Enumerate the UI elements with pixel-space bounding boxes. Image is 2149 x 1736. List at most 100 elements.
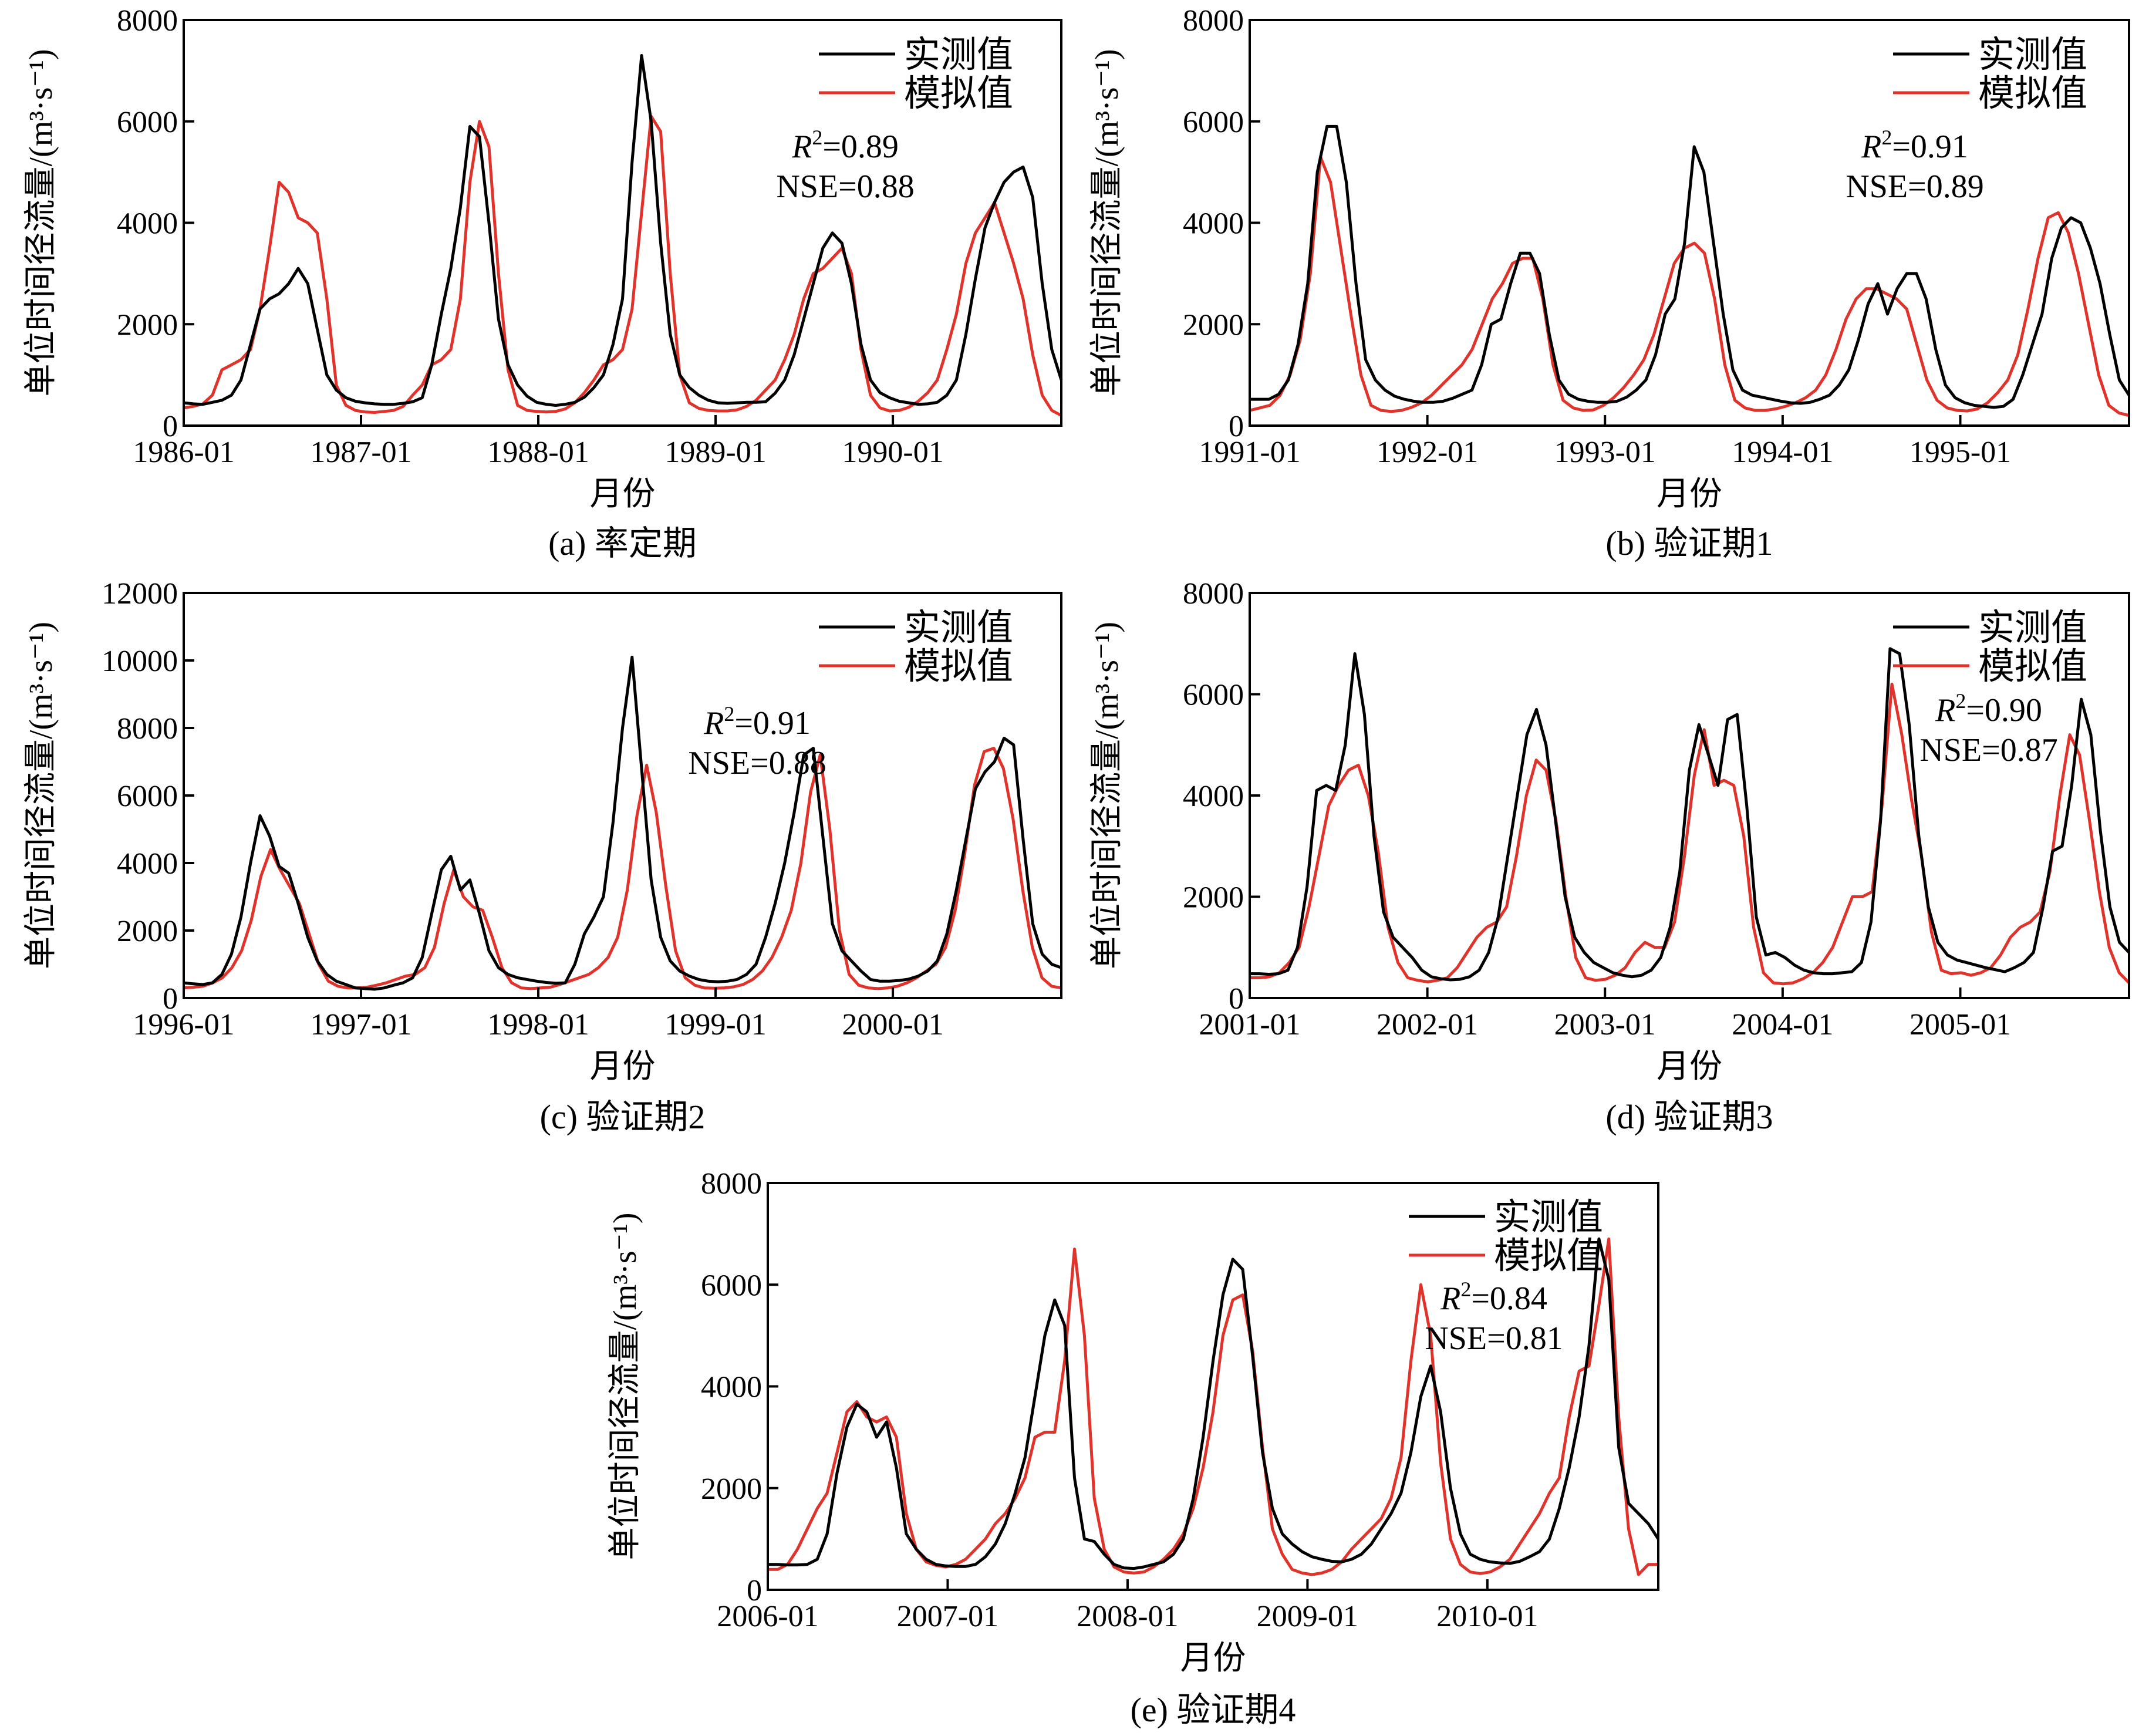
legend-simulated-label: 模拟值 xyxy=(1494,1236,1603,1276)
x-tick-label: 1997-01 xyxy=(310,1008,411,1041)
observed-series-line xyxy=(1250,124,2131,409)
y-tick-label: 10000 xyxy=(102,645,178,678)
legend-simulated-label: 模拟值 xyxy=(1978,74,2087,114)
x-tick-label: 1986-01 xyxy=(133,436,234,469)
observed-series-line xyxy=(768,1237,1660,1570)
x-tick-label: 2005-01 xyxy=(1910,1008,2011,1041)
x-tick-label: 1989-01 xyxy=(664,436,766,469)
y-tick-label: 0 xyxy=(163,410,178,443)
x-tick-label: 1991-01 xyxy=(1199,436,1300,469)
observed-series-line xyxy=(183,655,1062,991)
y-tick-label: 6000 xyxy=(701,1269,762,1302)
y-tick-label: 6000 xyxy=(117,780,178,813)
legend-simulated-label: 模拟值 xyxy=(1978,647,2087,687)
nse-annotation: NSE=0.89 xyxy=(1846,168,1983,205)
chart-panel-3: 0 2000 4000 6000 8000 10000 12000 1996-01 1997-0… xyxy=(23,577,1062,1136)
x-tick-label: 2002-01 xyxy=(1377,1008,1478,1041)
y-tick-label: 2000 xyxy=(117,915,178,948)
y-tick-label: 4000 xyxy=(117,207,178,241)
x-tick-label: 1987-01 xyxy=(310,436,411,469)
y-tick-label: 8000 xyxy=(117,712,178,746)
x-axis-label: 月份 xyxy=(1657,476,1722,513)
panel-caption: (d) 验证期3 xyxy=(1605,1098,1773,1136)
y-tick-label: 2000 xyxy=(1183,881,1244,915)
y-tick-label: 12000 xyxy=(102,577,178,611)
x-tick-label: 2001-01 xyxy=(1199,1008,1300,1041)
nse-annotation: NSE=0.81 xyxy=(1425,1320,1563,1357)
y-tick-label: 4000 xyxy=(1183,207,1244,241)
x-tick-label: 1993-01 xyxy=(1554,436,1656,469)
legend-observed-label: 实测值 xyxy=(1494,1198,1603,1238)
y-tick-label: 0 xyxy=(747,1574,762,1607)
y-tick-label: 4000 xyxy=(1183,780,1244,813)
y-axis-label: 单位时间径流量/(m³·s⁻¹) xyxy=(23,49,59,397)
chart-panel-1: 0 2000 4000 6000 8000 1986-01 1987-01 1988-01 19… xyxy=(23,4,1063,562)
y-tick-label: 6000 xyxy=(1183,106,1244,139)
legend-observed-label: 实测值 xyxy=(904,608,1013,648)
y-tick-label: 6000 xyxy=(117,106,178,139)
legend-observed-label: 实测值 xyxy=(1978,608,2087,648)
x-tick-label: 2004-01 xyxy=(1732,1008,1833,1041)
panel-caption: (a) 率定期 xyxy=(548,524,697,562)
x-tick-label: 2006-01 xyxy=(717,1600,818,1633)
x-tick-label: 2003-01 xyxy=(1554,1008,1656,1041)
x-tick-label: 2009-01 xyxy=(1257,1600,1358,1633)
legend-observed-label: 实测值 xyxy=(904,35,1013,75)
y-tick-label: 0 xyxy=(1229,410,1244,443)
y-tick-label: 2000 xyxy=(1183,308,1244,342)
chart-panel-5: 0 2000 4000 6000 8000 2006-01 2007-01 2008-01 20… xyxy=(607,1167,1660,1729)
x-tick-label: 2008-01 xyxy=(1077,1600,1178,1633)
y-tick-label: 8000 xyxy=(117,4,178,38)
simulated-series-line xyxy=(1250,682,2130,986)
nse-annotation: NSE=0.88 xyxy=(776,168,914,205)
y-tick-label: 8000 xyxy=(1183,4,1244,38)
y-tick-label: 0 xyxy=(1229,982,1244,1016)
y-tick-label: 4000 xyxy=(117,847,178,881)
y-tick-label: 4000 xyxy=(701,1371,762,1404)
y-tick-label: 6000 xyxy=(1183,679,1244,712)
x-tick-label: 1998-01 xyxy=(487,1008,589,1041)
y-tick-label: 0 xyxy=(163,982,178,1016)
y-tick-label: 2000 xyxy=(701,1472,762,1506)
r2-annotation: R2=0.91 xyxy=(703,702,811,741)
x-tick-label: 1990-01 xyxy=(842,436,943,469)
simulated-series-line xyxy=(183,114,1062,417)
r2-annotation: R2=0.84 xyxy=(1440,1277,1547,1317)
x-tick-label: 2010-01 xyxy=(1436,1600,1538,1633)
panel-caption: (b) 验证期1 xyxy=(1605,524,1773,562)
observed-series-line xyxy=(183,54,1063,407)
x-tick-label: 2007-01 xyxy=(897,1600,998,1633)
y-tick-label: 8000 xyxy=(701,1167,762,1201)
legend-observed-label: 实测值 xyxy=(1978,35,2087,75)
r2-annotation: R2=0.89 xyxy=(791,126,899,165)
panel-caption: (c) 验证期2 xyxy=(540,1098,706,1136)
y-tick-label: 2000 xyxy=(117,308,178,342)
x-tick-label: 1999-01 xyxy=(664,1008,766,1041)
r2-annotation: R2=0.91 xyxy=(1861,126,1968,165)
x-tick-label: 1996-01 xyxy=(133,1008,234,1041)
x-axis-label: 月份 xyxy=(1180,1640,1246,1677)
x-axis-label: 月份 xyxy=(590,476,656,513)
x-tick-label: 1994-01 xyxy=(1732,436,1833,469)
r2-annotation: R2=0.90 xyxy=(1935,689,2042,729)
y-axis-label: 单位时间径流量/(m³·s⁻¹) xyxy=(1089,49,1125,397)
legend-simulated-label: 模拟值 xyxy=(904,74,1013,114)
x-tick-label: 1992-01 xyxy=(1377,436,1478,469)
x-tick-label: 1995-01 xyxy=(1910,436,2011,469)
chart-panel-4: 0 2000 4000 6000 8000 2001-01 2002-01 2003-01 20… xyxy=(1089,577,2130,1136)
y-tick-label: 8000 xyxy=(1183,577,1244,611)
x-tick-label: 2000-01 xyxy=(842,1008,943,1041)
y-axis-label: 单位时间径流量/(m³·s⁻¹) xyxy=(23,622,59,969)
nse-annotation: NSE=0.88 xyxy=(688,745,826,781)
y-axis-label: 单位时间径流量/(m³·s⁻¹) xyxy=(607,1213,643,1560)
panel-caption: (e) 验证期4 xyxy=(1131,1691,1296,1729)
nse-annotation: NSE=0.87 xyxy=(1919,732,2057,768)
x-axis-label: 月份 xyxy=(1657,1049,1722,1085)
y-axis-label: 单位时间径流量/(m³·s⁻¹) xyxy=(1089,622,1125,969)
x-axis-label: 月份 xyxy=(590,1049,656,1085)
x-tick-label: 1988-01 xyxy=(487,436,589,469)
observed-series-line xyxy=(1250,647,2130,982)
legend-simulated-label: 模拟值 xyxy=(904,647,1013,687)
chart-panel-2: 0 2000 4000 6000 8000 1991-01 1992-01 1993-01 19… xyxy=(1089,4,2131,562)
